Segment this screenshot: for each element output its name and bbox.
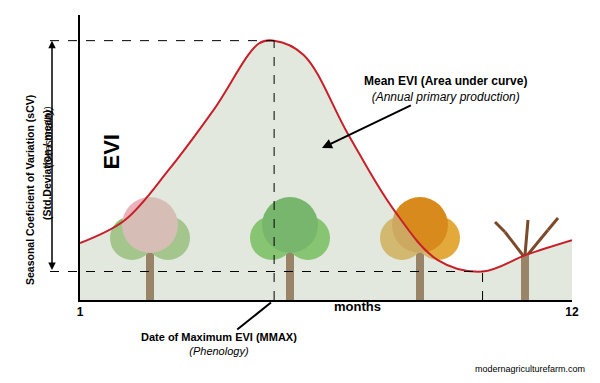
svg-text:12: 12 [565, 305, 579, 319]
svg-text:modernagriculturefarm.com: modernagriculturefarm.com [475, 364, 585, 374]
svg-text:Mean EVI (Area under curve)(An: Mean EVI (Area under curve)(Annual prima… [364, 74, 527, 104]
svg-text:1: 1 [77, 305, 84, 319]
svg-text:Date of Maximum EVI (MMAX)(Phe: Date of Maximum EVI (MMAX)(Phenology) [141, 331, 297, 357]
svg-text:(Seasonality): (Seasonality) [42, 106, 54, 167]
svg-text:Seasonal Coeficient of Variati: Seasonal Coeficient of Variation (sCV) [24, 95, 36, 285]
svg-text:EVI: EVI [99, 134, 124, 169]
svg-text:(Std.Deviation / mean): (Std.Deviation / mean) [41, 110, 53, 220]
svg-text:months: months [334, 299, 381, 314]
